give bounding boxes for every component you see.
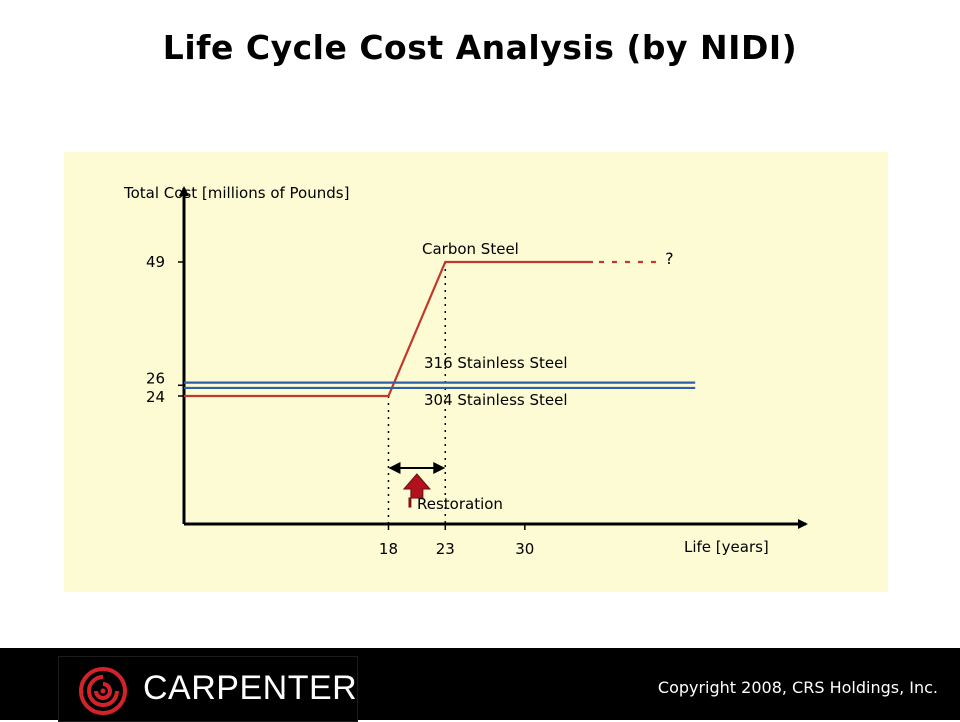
restoration-arrow <box>402 473 431 508</box>
restoration-span-left-head <box>388 462 401 474</box>
carpenter-logo-icon <box>79 667 127 715</box>
series-extension-label: ? <box>665 249 674 268</box>
x-tick-label: 23 <box>436 540 455 558</box>
series-label: Carbon Steel <box>422 240 519 258</box>
chart-panel: Total Cost [millions of Pounds] Life [ye… <box>64 152 888 592</box>
brand-name: CARPENTER <box>143 669 358 707</box>
x-tick-label: 30 <box>515 540 534 558</box>
series-label: 304 Stainless Steel <box>424 391 568 409</box>
x-axis-label: Life [years] <box>684 538 769 556</box>
life-cycle-cost-chart: Total Cost [millions of Pounds] Life [ye… <box>123 184 808 558</box>
brand-block: CARPENTER <box>58 656 358 722</box>
restoration-span-right-head <box>433 462 446 474</box>
annotation-label: Restoration <box>417 495 503 513</box>
series-label: 316 Stainless Steel <box>424 354 568 372</box>
series-line <box>184 260 593 398</box>
x-tick-label: 18 <box>379 540 398 558</box>
footer: CARPENTER Copyright 2008, CRS Holdings, … <box>0 648 960 722</box>
y-axis-label: Total Cost [millions of Pounds] <box>123 184 349 202</box>
y-tick-label: 26 <box>146 369 165 387</box>
y-tick-label: 49 <box>146 253 165 271</box>
y-tick-label: 24 <box>146 388 165 406</box>
copyright-text: Copyright 2008, CRS Holdings, Inc. <box>657 678 938 697</box>
slide-title: Life Cycle Cost Analysis (by NIDI) <box>162 28 798 67</box>
